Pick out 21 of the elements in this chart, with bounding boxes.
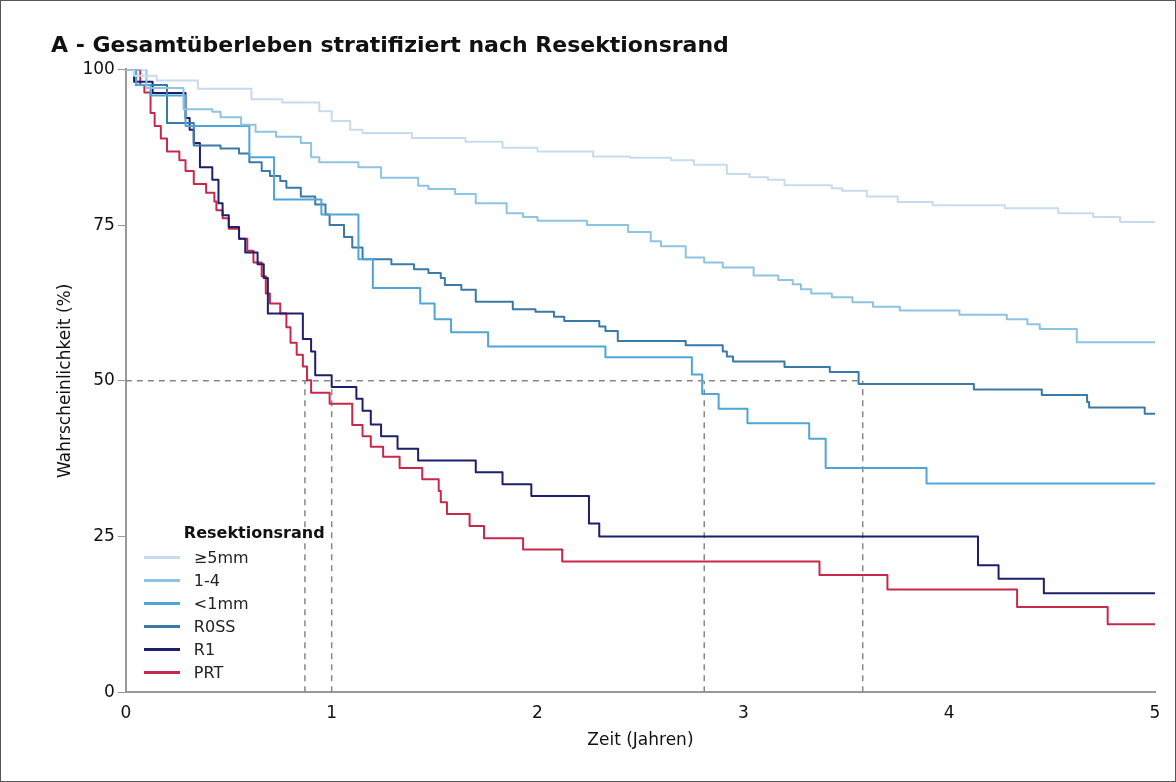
x-tick-label: 5 — [1149, 701, 1161, 722]
legend-label: ≥5mm — [193, 548, 249, 568]
y-tick-label: 25 — [93, 524, 115, 545]
legend-title: Resektionsrand — [183, 523, 325, 543]
x-tick-label: 4 — [943, 701, 955, 722]
y-tick-label: 75 — [93, 213, 115, 234]
legend-label: PRT — [193, 663, 224, 683]
legend-label: R1 — [193, 640, 216, 660]
legend-label: R0SS — [193, 617, 236, 637]
x-tick-label: 2 — [532, 701, 543, 722]
chart-title: A - Gesamtüberleben stratifiziert nach Resektionsrand — [51, 31, 729, 57]
x-tick-label: 3 — [737, 701, 749, 722]
y-tick-label: 50 — [93, 369, 115, 390]
legend-label: 1-4 — [193, 571, 220, 591]
x-axis-title: Zeit (Jahren) — [587, 729, 694, 750]
y-tick-label: 100 — [82, 57, 115, 78]
x-tick-label: 1 — [326, 701, 338, 722]
legend-label: <1mm — [193, 594, 249, 614]
x-tick-label: 0 — [120, 701, 132, 722]
y-axis-title: Wahrscheinlichkeit (%) — [53, 283, 74, 478]
y-tick-label: 0 — [104, 680, 115, 701]
